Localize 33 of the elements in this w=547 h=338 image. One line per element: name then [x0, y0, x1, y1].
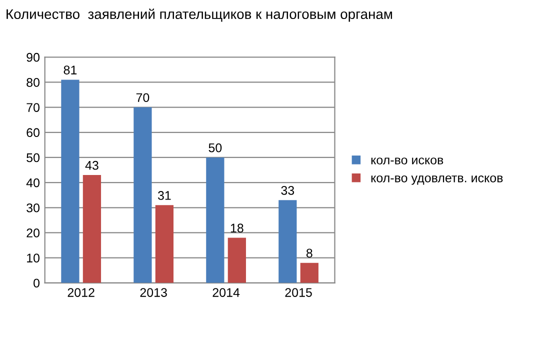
bar [134, 107, 152, 283]
legend-label: кол-во удовлетв. исков [371, 175, 503, 185]
data-label: 43 [85, 160, 98, 170]
data-label: 33 [281, 186, 294, 195]
bar [61, 80, 80, 283]
y-tick-label: 30 [26, 203, 40, 212]
x-tick-label: 2015 [285, 288, 312, 297]
data-label: 18 [230, 224, 244, 232]
y-tick-label: 60 [26, 128, 40, 138]
bar [155, 205, 174, 283]
bar [206, 157, 224, 283]
chart-title: Количество заявлений плательщиков к налоговым органам [6, 8, 392, 22]
y-tick-label: 70 [26, 103, 40, 112]
data-label: 50 [208, 143, 222, 152]
y-tick-label: 80 [26, 78, 40, 87]
data-label: 31 [158, 191, 171, 200]
y-tick-label: 40 [26, 178, 40, 188]
data-label: 70 [136, 93, 150, 102]
bar [278, 200, 297, 283]
bar [228, 238, 246, 283]
y-tick-label: 50 [26, 153, 40, 162]
x-tick-label: 2013 [140, 288, 167, 297]
y-tick-label: 10 [27, 254, 40, 262]
y-tick-label: 0 [34, 278, 40, 288]
data-label: 8 [306, 248, 312, 258]
bar [300, 262, 318, 283]
legend-label: кол-во исков [371, 158, 444, 164]
data-label: 81 [64, 66, 77, 74]
y-tick-label: 20 [26, 228, 40, 238]
bar [82, 175, 102, 283]
x-tick-label: 2012 [68, 288, 94, 297]
y-tick-label: 90 [26, 52, 40, 62]
x-tick-label: 2014 [212, 288, 240, 297]
